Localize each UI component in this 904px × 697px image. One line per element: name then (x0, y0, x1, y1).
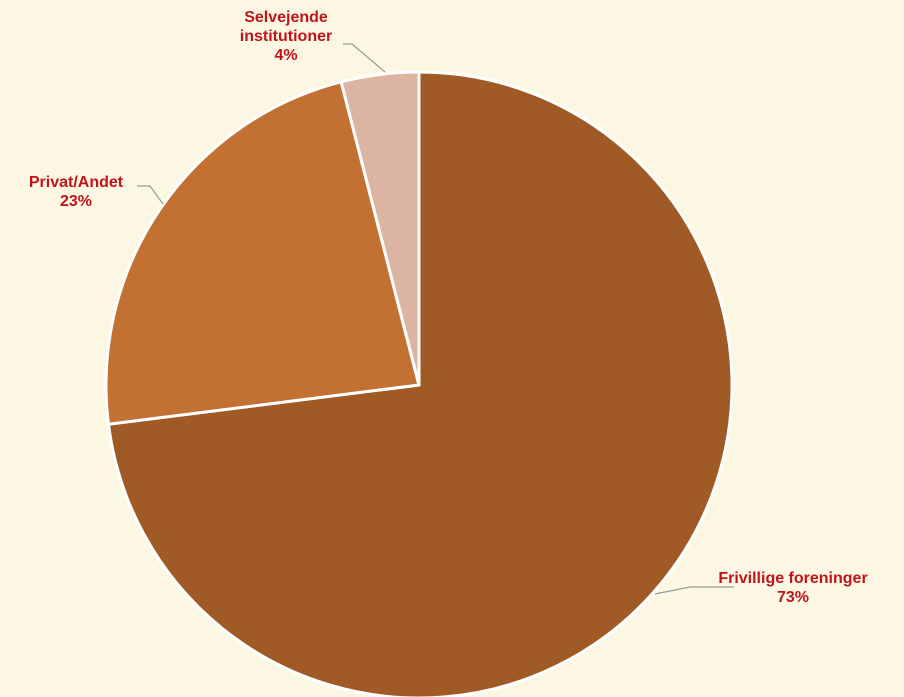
leader-lines (137, 43, 734, 595)
leader-line (343, 43, 386, 73)
slice-label: Selvejende institutioner 4% (240, 9, 332, 64)
slice-name-label: institutioner (240, 28, 332, 45)
slice-percent-label: 4% (274, 47, 297, 64)
slice-labels: Frivillige foreninger 73% Privat/Andet 23% S… (29, 9, 868, 606)
leader-line (137, 185, 164, 205)
pie-slices (104, 70, 734, 697)
slice-percent-label: 23% (60, 193, 92, 210)
slice-label: Privat/Andet 23% (29, 174, 124, 210)
slice-name-label: Privat/Andet (29, 174, 124, 191)
slice-label: Frivillige foreninger 73% (718, 570, 867, 606)
slice-percent-label: 73% (777, 589, 809, 606)
pie-slice-selvejende-institutioner (339, 70, 421, 387)
slice-name-label: Selvejende (244, 9, 328, 26)
leader-line (654, 586, 734, 595)
slice-name-label: Frivillige foreninger (718, 570, 867, 587)
pie-slice-privat-andet (104, 80, 421, 426)
